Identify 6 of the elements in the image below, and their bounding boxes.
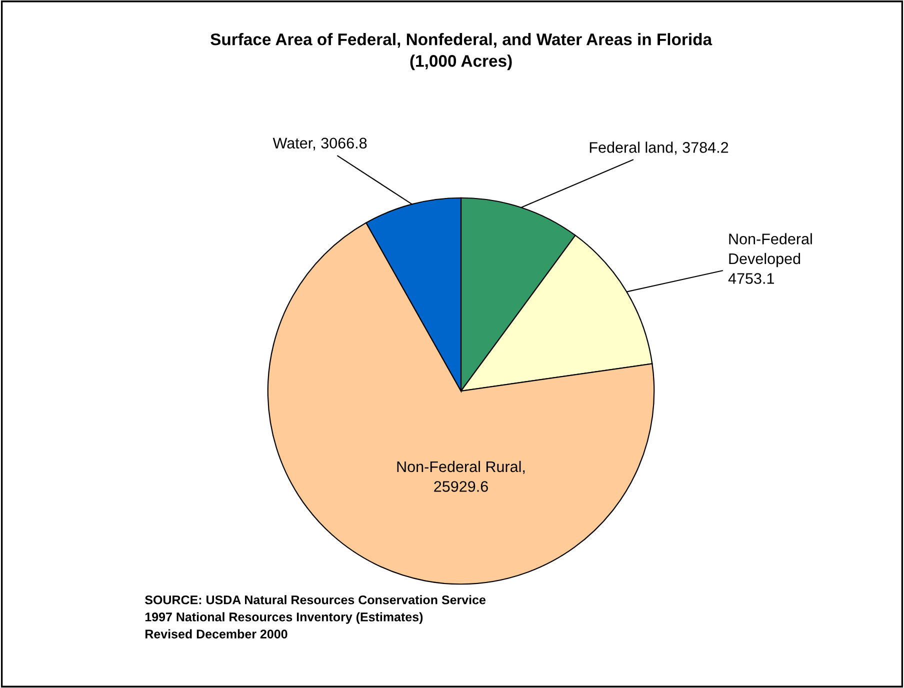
slice-label: Water, 3066.8	[272, 138, 367, 150]
chart-title: Surface Area of Federal, Nonfederal, and Water Areas in Florida (1,000 Acres)	[210, 33, 712, 70]
slice-label: Non-Federal Rural, 25929.6	[397, 460, 525, 492]
source-note: SOURCE: USDA Natural Resources Conservation Service 1997 National Resources Inventory (Estimates) Revised December 2000	[145, 595, 486, 638]
slice-label: Non-Federal Developed 4753.1	[728, 233, 812, 284]
slice-label: Federal land, 3784.2	[590, 142, 728, 155]
